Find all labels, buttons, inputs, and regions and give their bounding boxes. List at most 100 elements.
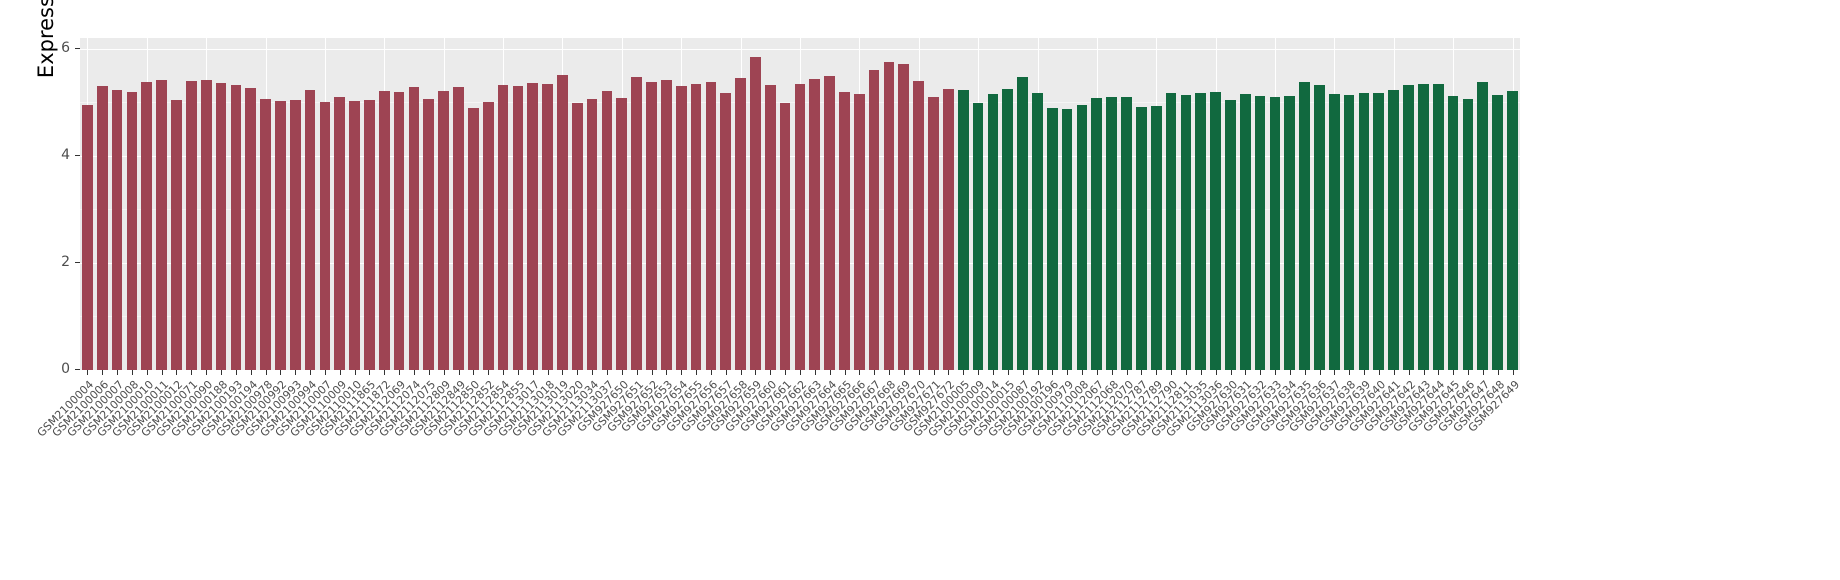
bar[interactable] <box>586 98 598 370</box>
bar[interactable] <box>230 84 242 370</box>
bar[interactable] <box>972 103 984 370</box>
bar[interactable] <box>334 96 346 370</box>
bar[interactable] <box>1299 81 1310 370</box>
bar[interactable] <box>215 82 227 370</box>
bar[interactable] <box>1328 93 1340 370</box>
bar[interactable] <box>1477 81 1489 370</box>
bar[interactable] <box>660 79 672 370</box>
bar[interactable] <box>349 101 360 370</box>
bar[interactable] <box>764 85 776 370</box>
bar[interactable] <box>1150 106 1162 370</box>
bar[interactable] <box>482 102 494 370</box>
bar[interactable] <box>809 78 821 370</box>
bar[interactable] <box>1388 90 1400 370</box>
bar[interactable] <box>1432 84 1444 370</box>
bar[interactable] <box>393 92 405 370</box>
bar[interactable] <box>1046 108 1058 370</box>
bar[interactable] <box>720 92 732 370</box>
bar[interactable] <box>1284 95 1296 370</box>
bar[interactable] <box>928 96 939 370</box>
bar[interactable] <box>571 102 583 370</box>
bar[interactable] <box>631 77 642 370</box>
bar[interactable] <box>1462 98 1474 370</box>
bar[interactable] <box>883 62 895 370</box>
bar[interactable] <box>423 99 435 370</box>
bar[interactable] <box>96 86 108 370</box>
bar[interactable] <box>987 94 999 370</box>
bar[interactable] <box>438 91 450 370</box>
bar[interactable] <box>171 99 182 370</box>
bar[interactable] <box>1225 100 1236 370</box>
bar[interactable] <box>289 99 301 370</box>
bar[interactable] <box>260 99 271 370</box>
bar[interactable] <box>735 78 746 370</box>
bar[interactable] <box>1447 96 1459 370</box>
bar[interactable] <box>185 80 197 370</box>
bar[interactable] <box>794 84 806 370</box>
bar[interactable] <box>1076 104 1088 370</box>
bar[interactable] <box>1314 84 1325 370</box>
bar[interactable] <box>245 87 257 370</box>
bar[interactable] <box>468 107 479 370</box>
bar[interactable] <box>200 80 212 370</box>
bar[interactable] <box>690 84 702 370</box>
bar[interactable] <box>319 102 331 370</box>
bar[interactable] <box>126 91 138 370</box>
bar[interactable] <box>779 103 791 370</box>
bar[interactable] <box>853 94 865 370</box>
bar[interactable] <box>1032 92 1043 370</box>
bar[interactable] <box>1418 83 1429 370</box>
bar[interactable] <box>378 91 390 370</box>
bar[interactable] <box>1403 85 1414 370</box>
bar[interactable] <box>1091 97 1103 370</box>
bar[interactable] <box>898 63 910 370</box>
x-axis-tick-mark <box>755 370 757 375</box>
bar[interactable] <box>601 91 613 370</box>
bar[interactable] <box>839 92 850 370</box>
bar-slot <box>1253 38 1268 370</box>
bar[interactable] <box>1210 91 1221 370</box>
bar[interactable] <box>1343 95 1355 370</box>
bar[interactable] <box>304 90 316 370</box>
bar[interactable] <box>1180 95 1192 370</box>
bar[interactable] <box>364 99 375 370</box>
bar[interactable] <box>868 70 880 370</box>
bar[interactable] <box>1269 96 1281 370</box>
bar[interactable] <box>913 80 925 370</box>
bar[interactable] <box>156 79 167 370</box>
bar[interactable] <box>275 100 286 370</box>
bar[interactable] <box>1061 108 1073 370</box>
bar[interactable] <box>675 85 687 370</box>
bar[interactable] <box>943 88 954 370</box>
bar[interactable] <box>705 82 717 370</box>
bar[interactable] <box>453 86 464 370</box>
bar[interactable] <box>1358 92 1370 370</box>
bar[interactable] <box>1492 95 1503 370</box>
bar[interactable] <box>1507 91 1518 370</box>
bar[interactable] <box>1254 95 1266 370</box>
bar[interactable] <box>1002 88 1014 370</box>
bar[interactable] <box>141 81 153 370</box>
bar[interactable] <box>527 82 539 370</box>
bar[interactable] <box>1373 93 1385 370</box>
bar[interactable] <box>616 97 628 370</box>
bar[interactable] <box>824 76 835 370</box>
bar[interactable] <box>497 84 509 370</box>
bar[interactable] <box>957 90 969 370</box>
x-axis-tick-mark <box>859 370 861 375</box>
bar[interactable] <box>646 82 657 370</box>
bar[interactable] <box>1239 94 1251 370</box>
bar[interactable] <box>1135 106 1147 370</box>
bar[interactable] <box>750 57 761 370</box>
bar[interactable] <box>1121 97 1132 370</box>
bar[interactable] <box>1195 92 1207 370</box>
bar[interactable] <box>542 83 553 370</box>
bar[interactable] <box>557 74 568 370</box>
bar[interactable] <box>408 87 420 370</box>
bar[interactable] <box>1106 96 1117 370</box>
bar[interactable] <box>82 104 93 370</box>
bar[interactable] <box>1165 93 1177 370</box>
bar[interactable] <box>512 86 524 370</box>
bar[interactable] <box>1017 77 1028 370</box>
bar[interactable] <box>111 90 123 370</box>
